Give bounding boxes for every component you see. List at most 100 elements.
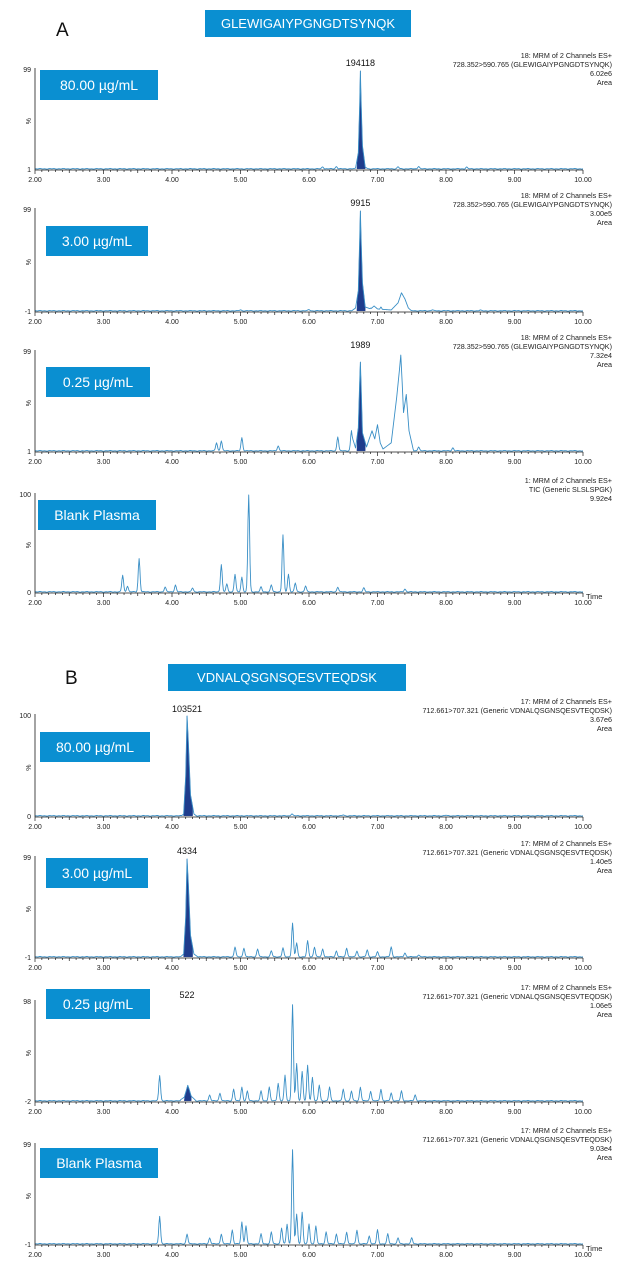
channel-info-line: Area xyxy=(597,78,612,87)
concentration-label: 0.25 µg/mL xyxy=(63,374,134,390)
concentration-label: 3.00 µg/mL xyxy=(62,865,133,881)
x-tick-label: 7.00 xyxy=(371,1109,385,1116)
x-tick-label: 7.00 xyxy=(371,177,385,184)
channel-info-line: 17: MRM of 2 Channels ES+ xyxy=(521,839,612,848)
time-axis-label: Time xyxy=(586,592,602,601)
peak-area-label: 194118 xyxy=(346,58,375,68)
x-tick-label: 5.00 xyxy=(234,319,248,326)
concentration-label: 0.25 µg/mL xyxy=(63,996,134,1012)
x-tick-label: 2.00 xyxy=(28,1109,42,1116)
x-tick-label: 6.00 xyxy=(302,965,316,972)
chromatogram-1: 2.00 3.00 4.00 5.00 6.00 7.00 8.00 9.00 10.00 99%… xyxy=(23,51,612,184)
x-tick-label: 7.00 xyxy=(371,824,385,831)
y-tick-label-top: 99 xyxy=(23,855,31,862)
x-tick-label: 10.00 xyxy=(574,600,592,607)
channel-info-line: Area xyxy=(597,218,612,227)
y-axis-percent: % xyxy=(26,118,33,124)
channel-info-line: 712.661>707.321 (Generic VDNALQSGNSQESVT… xyxy=(422,992,612,1001)
chromatogram-6: 2.00 3.00 4.00 5.00 6.00 7.00 8.00 9.00 10.00 99%… xyxy=(23,839,612,972)
y-tick-label-bottom: -1 xyxy=(25,309,31,316)
x-tick-label: 4.00 xyxy=(165,965,179,972)
concentration-box xyxy=(46,989,150,1019)
panel-letter-b: B xyxy=(65,668,78,689)
x-tick-label: 3.00 xyxy=(97,1252,111,1259)
x-tick-label: 7.00 xyxy=(371,965,385,972)
y-tick-label-bottom: -1 xyxy=(25,1242,31,1249)
x-tick-label: 3.00 xyxy=(97,824,111,831)
channel-info-line: 1.40e5 xyxy=(590,857,612,866)
channel-info-line: 1.06e5 xyxy=(590,1001,612,1010)
x-tick-label: 5.00 xyxy=(234,824,248,831)
x-tick-label: 4.00 xyxy=(165,319,179,326)
y-tick-label-bottom: 0 xyxy=(27,814,31,821)
channel-info-line: 7.32e4 xyxy=(590,351,612,360)
y-axis-percent: % xyxy=(26,765,33,771)
peak-area-label: 1989 xyxy=(350,340,370,350)
x-tick-label: 9.00 xyxy=(508,319,522,326)
channel-info-line: 6.02e6 xyxy=(590,69,612,78)
chromatogram-5: 2.00 3.00 4.00 5.00 6.00 7.00 8.00 9.00 10.00 100… xyxy=(19,697,612,831)
chromatogram-trace xyxy=(34,1149,584,1245)
chromatogram-4: 2.00 3.00 4.00 5.00 6.00 7.00 8.00 9.00 10.00 100… xyxy=(19,476,612,607)
chromatogram-plots: 2.00 3.00 4.00 5.00 6.00 7.00 8.00 9.00 10.00 99%… xyxy=(19,51,612,1259)
y-tick-label-top: 98 xyxy=(23,999,31,1006)
channel-info-line: 728.352>590.765 (GLEWIGAIYPGNGDTSYNQK) xyxy=(453,200,612,209)
peptide-label-a: GLEWIGAIYPGNGDTSYNQK xyxy=(221,16,395,31)
concentration-box xyxy=(46,367,150,397)
channel-info-line: Area xyxy=(597,1153,612,1162)
channel-info-line: TIC (Generic SLSLSPGK) xyxy=(529,485,612,494)
peptide-label-box-a xyxy=(205,10,411,37)
concentration-box xyxy=(46,226,148,256)
channel-info-line: 18: MRM of 2 Channels ES+ xyxy=(521,191,612,200)
channel-info-line: 17: MRM of 2 Channels ES+ xyxy=(521,697,612,706)
x-tick-label: 6.00 xyxy=(302,824,316,831)
channel-info-line: 9.03e4 xyxy=(590,1144,612,1153)
x-tick-label: 4.00 xyxy=(165,824,179,831)
x-tick-label: 8.00 xyxy=(439,177,453,184)
x-tick-label: 9.00 xyxy=(508,600,522,607)
channel-info-line: 3.67e6 xyxy=(590,715,612,724)
chromatogram-trace xyxy=(34,715,584,817)
y-tick-label-bottom: -2 xyxy=(25,1099,31,1106)
x-tick-label: 4.00 xyxy=(165,1252,179,1259)
x-tick-label: 9.00 xyxy=(508,1109,522,1116)
x-tick-label: 5.00 xyxy=(234,965,248,972)
x-tick-label: 4.00 xyxy=(165,600,179,607)
y-tick-label-bottom: 0 xyxy=(27,590,31,597)
concentration-box xyxy=(46,858,148,888)
x-tick-label: 8.00 xyxy=(439,824,453,831)
concentration-label: Blank Plasma xyxy=(54,507,140,523)
x-tick-label: 10.00 xyxy=(574,177,592,184)
x-tick-label: 3.00 xyxy=(97,1109,111,1116)
y-tick-label-bottom: 1 xyxy=(27,449,31,456)
channel-info-line: 728.352>590.765 (GLEWIGAIYPGNGDTSYNQK) xyxy=(453,342,612,351)
concentration-box xyxy=(38,500,156,530)
x-tick-label: 6.00 xyxy=(302,600,316,607)
x-tick-label: 8.00 xyxy=(439,965,453,972)
x-tick-label: 7.00 xyxy=(371,459,385,466)
x-tick-label: 9.00 xyxy=(508,177,522,184)
x-tick-label: 10.00 xyxy=(574,824,592,831)
peptide-label-b: VDNALQSGNSQESVTEQDSK xyxy=(197,670,377,685)
chromatogram-8: 2.00 3.00 4.00 5.00 6.00 7.00 8.00 9.00 10.00 99%… xyxy=(23,1126,612,1259)
channel-info-line: Area xyxy=(597,1010,612,1019)
chromatogram-trace xyxy=(34,858,584,958)
chromatogram-trace xyxy=(34,70,584,170)
x-tick-label: 2.00 xyxy=(28,600,42,607)
channel-info-line: 712.661>707.321 (Generic VDNALQSGNSQESVT… xyxy=(422,848,612,857)
x-tick-label: 8.00 xyxy=(439,600,453,607)
x-tick-label: 2.00 xyxy=(28,965,42,972)
concentration-box xyxy=(40,1148,158,1178)
chromatogram-3: 2.00 3.00 4.00 5.00 6.00 7.00 8.00 9.00 10.00 99%… xyxy=(23,333,612,466)
channel-info-line: Area xyxy=(597,866,612,875)
x-tick-label: 8.00 xyxy=(439,319,453,326)
concentration-label: Blank Plasma xyxy=(56,1155,142,1171)
y-tick-label-top: 99 xyxy=(23,349,31,356)
y-tick-label-bottom: 1 xyxy=(27,167,31,174)
x-tick-label: 8.00 xyxy=(439,1252,453,1259)
x-tick-label: 10.00 xyxy=(574,459,592,466)
x-tick-label: 6.00 xyxy=(302,1252,316,1259)
x-tick-label: 9.00 xyxy=(508,965,522,972)
y-axis-percent: % xyxy=(26,906,33,912)
y-axis-percent: % xyxy=(26,1193,33,1199)
